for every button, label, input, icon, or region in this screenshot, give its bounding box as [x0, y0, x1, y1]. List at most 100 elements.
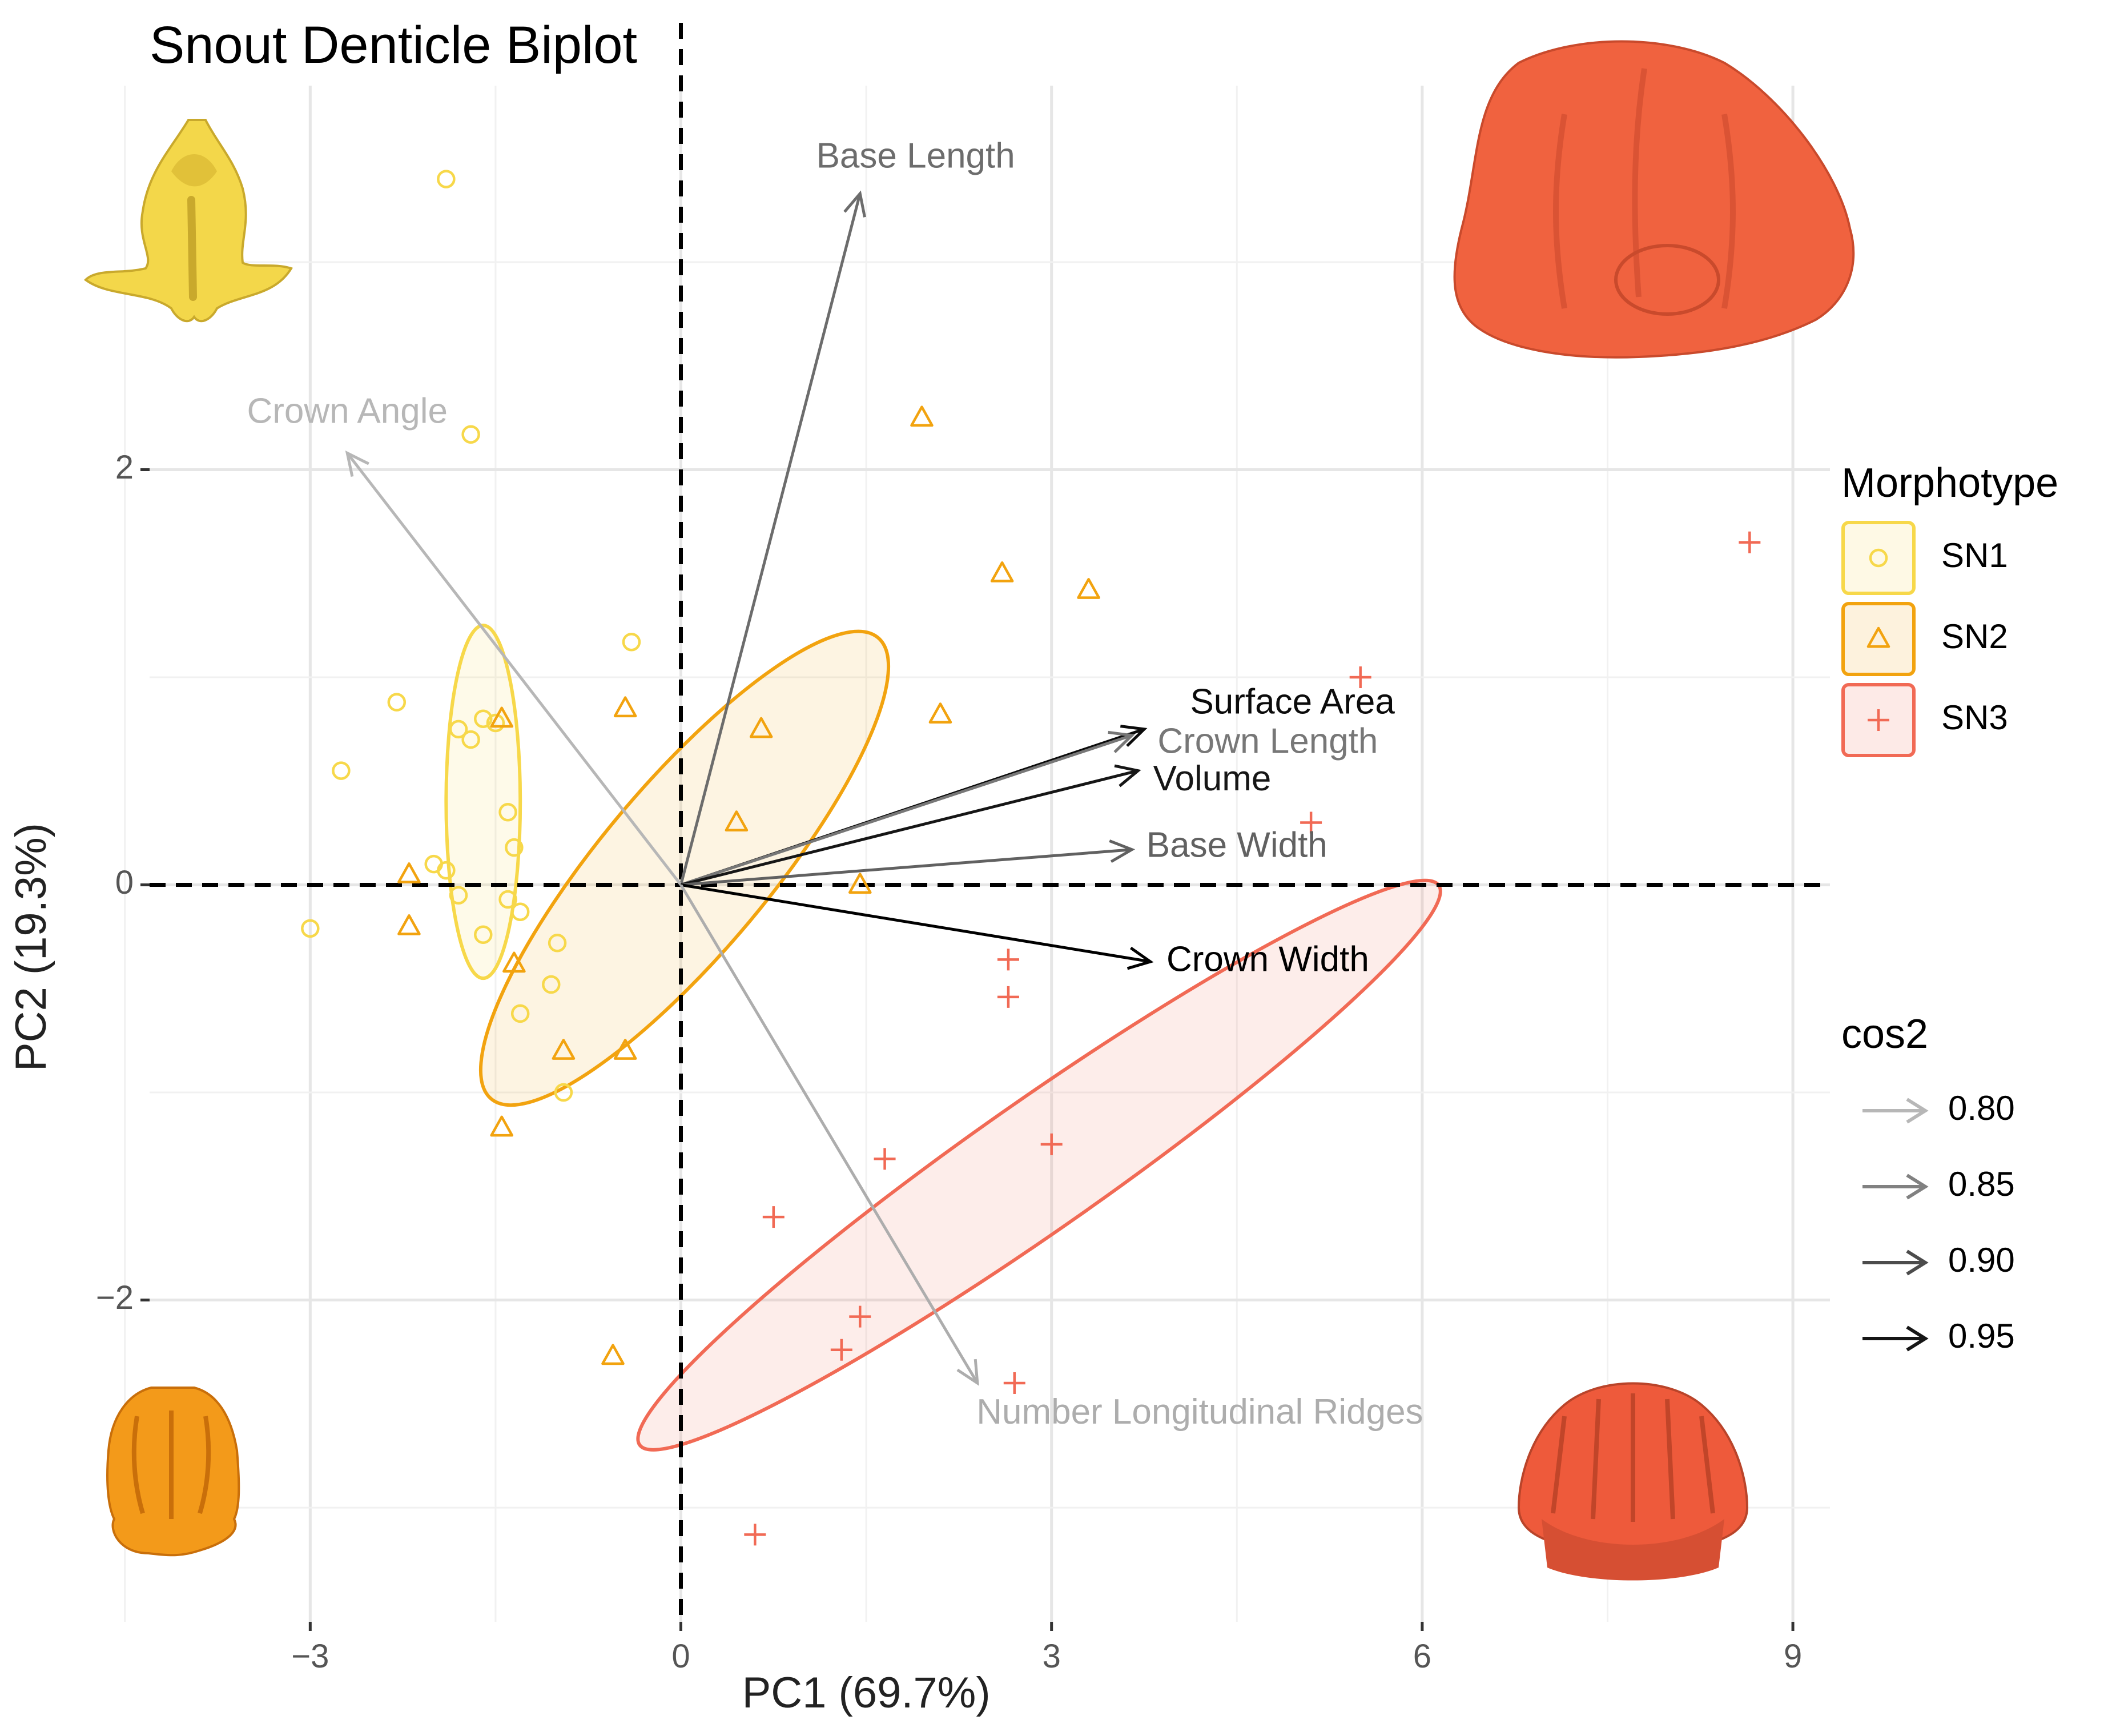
point-sn1 [486, 713, 505, 733]
point-sn2 [848, 873, 872, 894]
point-sn3 [830, 1339, 852, 1361]
cos2-key-arrowhead [1906, 1098, 1929, 1124]
point-sn3 [744, 1524, 766, 1546]
legend-label-sn2: SN2 [1941, 617, 2008, 656]
point-sn1 [437, 170, 456, 188]
arrow-number-longitudinal-ridges [679, 884, 979, 1384]
denticle-sn1-image [83, 119, 293, 323]
point-sn3 [874, 1148, 896, 1170]
cos2-key-arrowhead [1906, 1249, 1929, 1276]
point-sn1 [498, 890, 517, 909]
point-sn1 [461, 730, 480, 749]
point-sn2 [613, 1039, 637, 1060]
point-sn3 [1349, 666, 1371, 689]
point-sn1 [387, 693, 407, 712]
legend-label-sn1: SN1 [1941, 536, 2008, 574]
point-sn2 [397, 914, 421, 935]
point-sn2 [613, 696, 637, 718]
x-tick-label: 6 [1413, 1638, 1431, 1675]
point-sn1 [622, 632, 641, 652]
point-sn2 [910, 405, 934, 427]
point-sn2 [552, 1039, 576, 1060]
ellipse-sn1 [444, 624, 522, 980]
variable-label-surface-area: Surface Area [1190, 682, 1395, 722]
arrowhead-base-width [1109, 839, 1136, 863]
arrow-crown-angle [346, 452, 682, 886]
cos2-label: 0.85 [1948, 1165, 2015, 1203]
variable-label-volume: Volume [1153, 759, 1272, 798]
axes: −3 0 3 6 9 −2 0 2 PC1 (69.7%) PC2 (19.3%) [7, 449, 1802, 1717]
variable-label-crown-width: Crown Width [1166, 939, 1369, 979]
legend-entries: SN1 SN2 SN3 [1841, 521, 2008, 757]
variable-label-base-length: Base Length [816, 136, 1015, 176]
point-sn3 [849, 1305, 871, 1328]
point-sn3 [762, 1206, 785, 1228]
cos2-label: 0.80 [1948, 1089, 2015, 1127]
point-sn2 [928, 702, 952, 724]
legend-key-sn2 [1841, 602, 1916, 676]
y-axis-title: PC2 (19.3%) [7, 823, 55, 1071]
morphotype-legend: Morphotype SN1 SN2 SN3 [1841, 460, 2058, 757]
x-tick-label: −3 [291, 1638, 329, 1675]
point-sn1 [461, 425, 480, 444]
y-tick-label: 2 [115, 449, 134, 486]
data-points [301, 170, 1761, 1546]
point-sn1 [548, 934, 567, 953]
x-axis-title: PC1 (69.7%) [742, 1669, 991, 1717]
point-sn1 [498, 803, 517, 822]
point-sn1 [505, 838, 524, 857]
arrowhead-base-length [843, 190, 866, 218]
variable-label-base-width: Base Width [1146, 825, 1327, 865]
point-sn3 [997, 986, 1019, 1008]
arrow-crown-length [680, 734, 1133, 886]
point-sn2 [990, 561, 1014, 582]
point-sn2 [725, 810, 749, 832]
point-sn2 [749, 717, 773, 738]
point-sn1 [449, 886, 468, 905]
arrow-base-width [681, 848, 1132, 887]
y-tick-label: 0 [115, 864, 134, 901]
point-sn2 [601, 1344, 625, 1365]
x-tick-label: 9 [1784, 1638, 1802, 1675]
point-sn2 [490, 1115, 514, 1137]
legend-label-sn3: SN3 [1941, 698, 2008, 737]
arrow-base-length [679, 193, 862, 886]
point-sn2 [490, 706, 514, 728]
arrow-crown-width [681, 883, 1151, 963]
legend-marker-sn1 [1869, 548, 1888, 568]
legend-title: Morphotype [1841, 460, 2058, 506]
legend-marker-sn2 [1866, 626, 1890, 648]
arrowhead-crown-angle [345, 450, 369, 477]
arrowhead-volume [1114, 764, 1141, 787]
point-sn1 [554, 1083, 573, 1102]
point-sn3 [1040, 1133, 1063, 1155]
cos2-key-arrowhead [1906, 1325, 1929, 1352]
point-sn1 [474, 709, 493, 728]
cos2-label: 0.95 [1948, 1317, 2015, 1355]
point-sn1 [449, 720, 468, 739]
arrowhead-crown-length [1108, 730, 1135, 753]
point-sn3 [1739, 531, 1761, 553]
point-sn3 [1300, 811, 1322, 834]
legend-key-sn1 [1841, 521, 1916, 595]
denticle-sn3-large-image [1453, 40, 1855, 359]
point-sn1 [542, 975, 561, 994]
x-tick-label: 0 [671, 1638, 690, 1675]
denticle-sn2-image [106, 1387, 240, 1557]
variable-arrows [345, 190, 1154, 1386]
point-sn2 [1077, 578, 1100, 599]
denticle-sn3-small-image [1517, 1382, 1749, 1581]
legend-marker-sn3 [1868, 709, 1889, 731]
point-sn1 [474, 925, 493, 945]
y-tick-label: −2 [96, 1279, 134, 1316]
point-sn1 [437, 861, 456, 880]
arrowhead-number-longitudinal-ridges [956, 1359, 979, 1386]
point-sn1 [510, 1004, 530, 1023]
zero-reference-lines [150, 23, 1830, 1622]
point-sn2 [502, 951, 526, 973]
chart-title: Snout Denticle Biplot [150, 16, 637, 74]
x-tick-label: 3 [1043, 1638, 1061, 1675]
